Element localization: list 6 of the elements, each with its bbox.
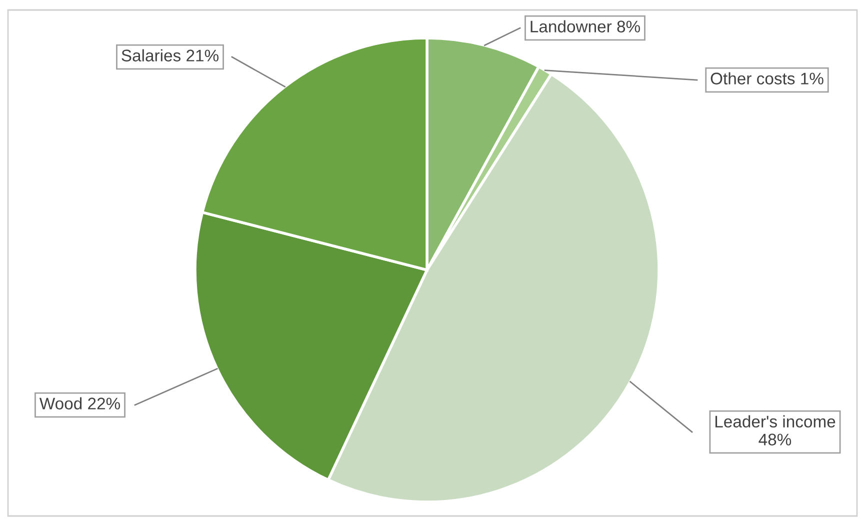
slice-label: Salaries 21% <box>122 49 219 62</box>
slice-label: Landowner 8% <box>530 20 640 32</box>
data-label: 48% <box>758 434 792 446</box>
slice-label: Other costs 1% <box>710 72 824 84</box>
slice-label: Leader's income <box>715 415 836 428</box>
slice-label: Wood 22% <box>39 397 120 410</box>
